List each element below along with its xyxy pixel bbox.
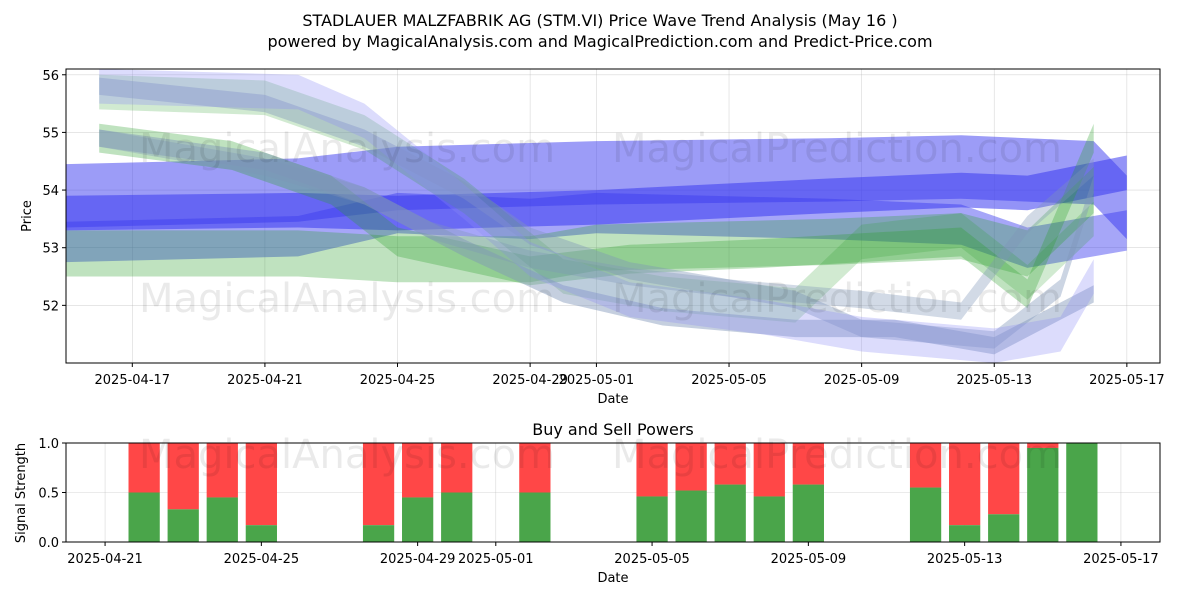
- bar-x-tick-label: 2025-04-29: [380, 552, 456, 567]
- x-tick-label: 2025-05-13: [956, 373, 1032, 388]
- x-axis-label: Date: [597, 392, 628, 407]
- x-tick-label: 2025-05-09: [824, 373, 900, 388]
- x-tick-label: 2025-04-29: [492, 373, 568, 388]
- x-tick-label: 2025-05-17: [1089, 373, 1165, 388]
- buy-bar: [362, 525, 395, 542]
- price-wave-band: [99, 77, 1094, 349]
- bar-y-tick-label: 0.5: [38, 487, 59, 502]
- sell-bar: [402, 443, 434, 498]
- buy-bar: [909, 487, 942, 542]
- sell-bar: [441, 443, 473, 493]
- sell-bar: [1027, 443, 1059, 448]
- sell-bar: [675, 443, 707, 491]
- buy-bar: [206, 497, 238, 542]
- buy-bar: [402, 497, 434, 542]
- price-wave-band: [99, 123, 1094, 309]
- sell-bar: [753, 443, 785, 497]
- sell-bar: [714, 443, 746, 485]
- price-wave-band: [99, 74, 1094, 323]
- sell-bar: [949, 443, 981, 526]
- buy-bar: [636, 496, 668, 542]
- y-tick-label: 53: [42, 242, 59, 257]
- bar-x-axis-label: Date: [597, 571, 628, 586]
- price-wave-band: [99, 129, 1094, 320]
- buy-bar: [519, 492, 551, 542]
- bar-x-tick-label: 2025-04-25: [224, 552, 300, 567]
- chart-title: STADLAUER MALZFABRIK AG (STM.VI) Price W…: [302, 11, 897, 30]
- x-tick-label: 2025-05-05: [691, 373, 767, 388]
- x-tick-label: 2025-04-25: [360, 373, 436, 388]
- bar-x-tick-label: 2025-05-09: [771, 552, 847, 567]
- chart-subtitle: powered by MagicalAnalysis.com and Magic…: [267, 32, 932, 51]
- watermark-prediction-2: MagicalPrediction.com: [612, 276, 1062, 322]
- buy-bar: [167, 509, 199, 542]
- sell-bar: [245, 443, 277, 526]
- watermark-prediction: MagicalPrediction.com: [612, 126, 1062, 172]
- sell-bar: [792, 443, 824, 485]
- sell-bar: [362, 443, 395, 526]
- bar-y-axis-label: Signal Strength: [14, 443, 29, 543]
- sell-bar: [909, 443, 942, 488]
- buy-bar: [128, 492, 160, 542]
- y-axis-label: Price: [20, 200, 35, 232]
- sell-bar: [988, 443, 1020, 515]
- watermark-prediction-3: MagicalPrediction.com: [612, 432, 1062, 478]
- buy-bar: [988, 514, 1020, 542]
- subplot-title: Buy and Sell Powers: [532, 420, 694, 439]
- buy-bar: [714, 484, 746, 542]
- price-wave-band: [99, 129, 1094, 355]
- buy-sell-powers-chart: Buy and Sell Powers MagicalAnalysis.com …: [14, 420, 1161, 586]
- bar-y-tick-label: 1.0: [38, 437, 59, 452]
- sell-bar: [167, 443, 199, 510]
- buy-bar: [949, 525, 981, 542]
- y-tick-label: 54: [42, 184, 59, 199]
- buy-bar: [792, 484, 824, 542]
- sell-bar: [636, 443, 668, 497]
- sell-bar: [128, 443, 160, 493]
- buy-bar: [675, 490, 707, 542]
- sell-bar: [206, 443, 238, 498]
- price-wave-band: [99, 69, 1094, 363]
- price-wave-chart: MagicalAnalysis.com MagicalPrediction.co…: [20, 68, 1165, 407]
- watermark-analysis: MagicalAnalysis.com: [139, 126, 555, 172]
- x-tick-label: 2025-04-17: [95, 373, 171, 388]
- y-tick-label: 56: [42, 69, 59, 84]
- x-tick-label: 2025-05-01: [559, 373, 635, 388]
- y-tick-label: 52: [42, 299, 59, 314]
- watermark-analysis-3: MagicalAnalysis.com: [139, 432, 555, 478]
- buy-bar: [245, 525, 277, 542]
- bar-y-tick-label: 0.0: [38, 536, 59, 551]
- price-wave-band: [66, 155, 1127, 231]
- price-wave-band: [66, 167, 1094, 283]
- price-wave-band: [66, 192, 1127, 268]
- bar-x-tick-label: 2025-04-21: [67, 552, 143, 567]
- buy-bar: [441, 492, 473, 542]
- watermark-analysis-2: MagicalAnalysis.com: [139, 276, 555, 322]
- y-tick-label: 55: [42, 126, 59, 141]
- buy-bar: [1066, 443, 1098, 542]
- plot-frame: [65, 68, 1161, 364]
- bar-x-tick-label: 2025-05-13: [927, 552, 1003, 567]
- bar-x-tick-label: 2025-05-01: [458, 552, 534, 567]
- x-tick-label: 2025-04-21: [227, 373, 303, 388]
- sell-bar: [519, 443, 551, 493]
- buy-bar: [753, 496, 785, 542]
- bar-x-tick-label: 2025-05-17: [1083, 552, 1159, 567]
- buy-bar: [1027, 447, 1059, 542]
- bar-x-tick-label: 2025-05-05: [614, 552, 690, 567]
